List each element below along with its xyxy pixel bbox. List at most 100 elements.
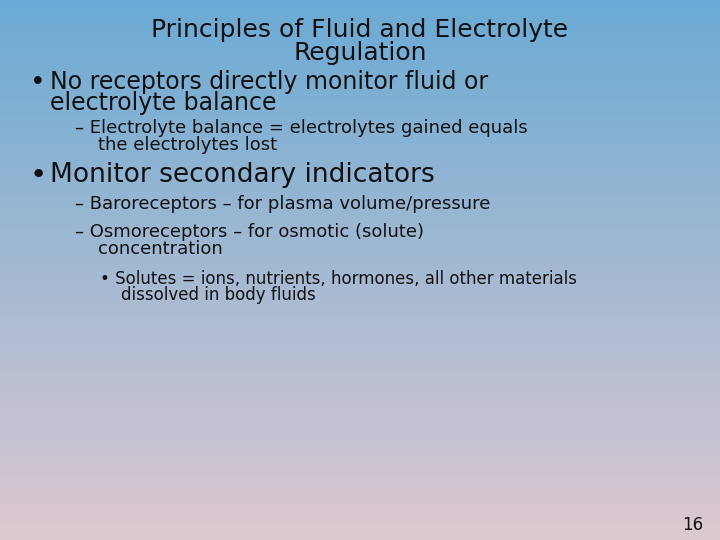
Bar	[0, 427, 720, 428]
Bar	[0, 503, 720, 505]
Text: No receptors directly monitor fluid or: No receptors directly monitor fluid or	[50, 70, 488, 94]
Bar	[0, 509, 720, 510]
Bar	[0, 481, 720, 482]
Bar	[0, 301, 720, 302]
Bar	[0, 275, 720, 276]
Bar	[0, 85, 720, 86]
Bar	[0, 104, 720, 105]
Bar	[0, 280, 720, 281]
Bar	[0, 475, 720, 477]
Bar	[0, 117, 720, 119]
Bar	[0, 241, 720, 243]
Bar	[0, 127, 720, 128]
Bar	[0, 25, 720, 27]
Bar	[0, 152, 720, 154]
Bar	[0, 539, 720, 540]
Bar	[0, 31, 720, 32]
Bar	[0, 493, 720, 494]
Bar	[0, 431, 720, 432]
Bar	[0, 211, 720, 212]
Bar	[0, 200, 720, 201]
Bar	[0, 516, 720, 517]
Bar	[0, 12, 720, 14]
Bar	[0, 366, 720, 367]
Text: dissolved in body fluids: dissolved in body fluids	[100, 286, 316, 304]
Bar	[0, 289, 720, 291]
Bar	[0, 421, 720, 422]
Bar	[0, 384, 720, 386]
Bar	[0, 413, 720, 415]
Bar	[0, 368, 720, 370]
Bar	[0, 415, 720, 416]
Bar	[0, 352, 720, 354]
Bar	[0, 111, 720, 112]
Bar	[0, 109, 720, 111]
Bar	[0, 513, 720, 514]
Bar	[0, 55, 720, 57]
Bar	[0, 529, 720, 530]
Bar	[0, 258, 720, 259]
Bar	[0, 448, 720, 449]
Bar	[0, 193, 720, 194]
Bar	[0, 379, 720, 381]
Bar	[0, 17, 720, 19]
Bar	[0, 176, 720, 177]
Text: – Baroreceptors – for plasma volume/pressure: – Baroreceptors – for plasma volume/pres…	[75, 195, 490, 213]
Bar	[0, 251, 720, 252]
Bar	[0, 305, 720, 306]
Bar	[0, 426, 720, 427]
Bar	[0, 263, 720, 265]
Bar	[0, 268, 720, 270]
Text: concentration: concentration	[75, 240, 222, 258]
Bar	[0, 219, 720, 220]
Bar	[0, 519, 720, 521]
Bar	[0, 300, 720, 301]
Bar	[0, 237, 720, 238]
Bar	[0, 226, 720, 227]
Bar	[0, 144, 720, 146]
Bar	[0, 195, 720, 197]
Bar	[0, 339, 720, 340]
Bar	[0, 345, 720, 346]
Bar	[0, 335, 720, 336]
Text: Principles of Fluid and Electrolyte: Principles of Fluid and Electrolyte	[151, 18, 569, 42]
Bar	[0, 436, 720, 437]
Bar	[0, 362, 720, 363]
Bar	[0, 284, 720, 285]
Bar	[0, 139, 720, 140]
Bar	[0, 54, 720, 56]
Bar	[0, 163, 720, 165]
Bar	[0, 316, 720, 317]
Bar	[0, 329, 720, 330]
Bar	[0, 130, 720, 131]
Bar	[0, 16, 720, 17]
Bar	[0, 138, 720, 139]
Bar	[0, 297, 720, 298]
Bar	[0, 276, 720, 278]
Text: •: •	[30, 161, 48, 189]
Bar	[0, 438, 720, 440]
Bar	[0, 320, 720, 321]
Bar	[0, 221, 720, 222]
Bar	[0, 173, 720, 174]
Bar	[0, 386, 720, 388]
Bar	[0, 363, 720, 364]
Bar	[0, 518, 720, 519]
Bar	[0, 36, 720, 38]
Bar	[0, 429, 720, 431]
Bar	[0, 206, 720, 208]
Bar	[0, 327, 720, 328]
Bar	[0, 254, 720, 255]
Bar	[0, 133, 720, 135]
Bar	[0, 243, 720, 244]
Bar	[0, 525, 720, 526]
Bar	[0, 350, 720, 351]
Bar	[0, 141, 720, 143]
Bar	[0, 330, 720, 332]
Bar	[0, 9, 720, 11]
Bar	[0, 84, 720, 85]
Bar	[0, 482, 720, 483]
Bar	[0, 420, 720, 421]
Bar	[0, 324, 720, 325]
Bar	[0, 52, 720, 54]
